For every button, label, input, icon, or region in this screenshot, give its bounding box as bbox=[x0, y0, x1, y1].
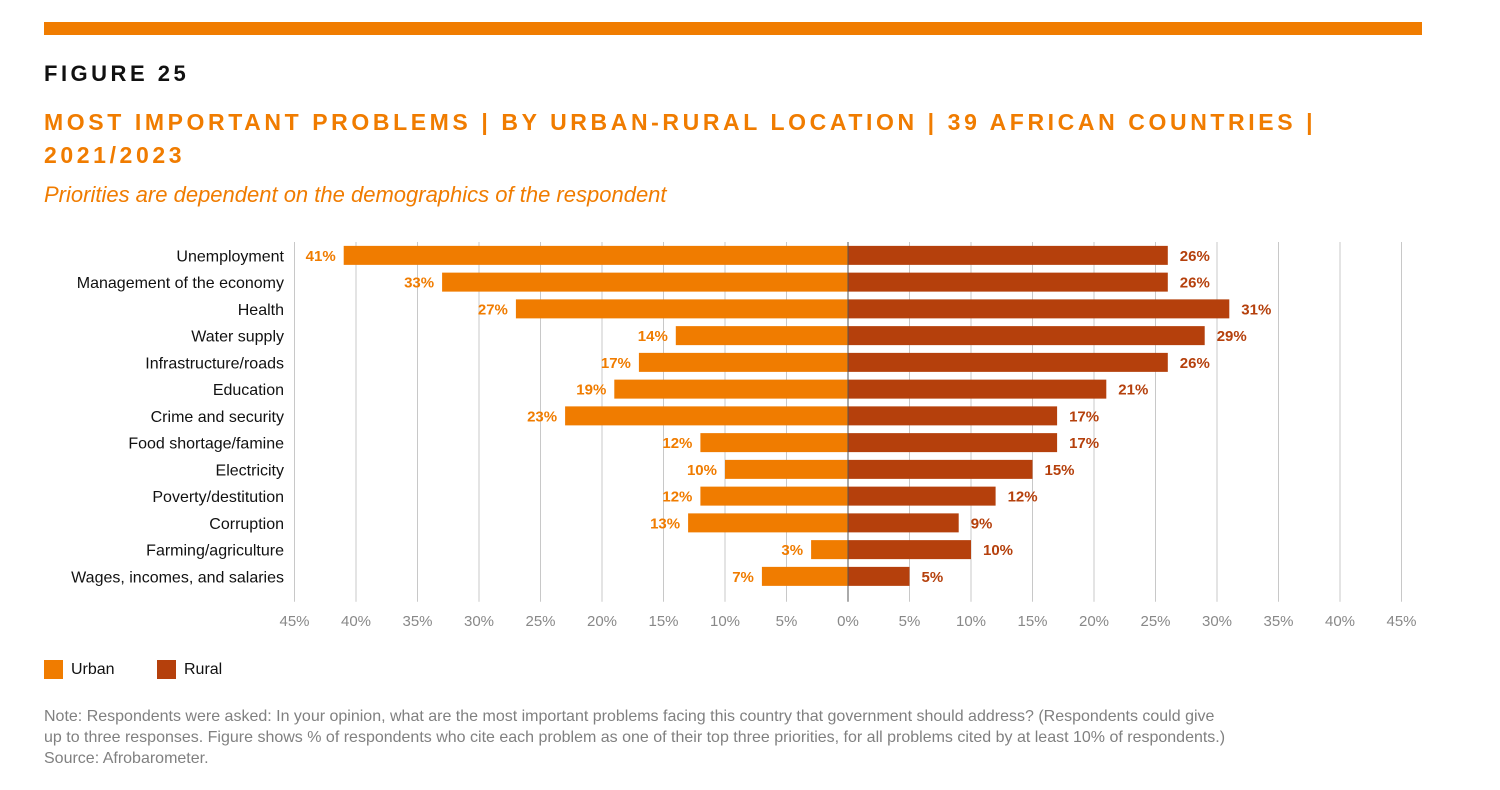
legend-item-urban: Urban bbox=[44, 660, 115, 679]
bar-urban bbox=[811, 540, 848, 560]
bar-urban bbox=[614, 379, 848, 399]
figure-label: FIGURE 25 bbox=[44, 61, 190, 86]
x-tick-label: 25% bbox=[1140, 613, 1170, 630]
bar-urban bbox=[675, 326, 848, 346]
data-label-urban: 41% bbox=[306, 248, 336, 265]
category-label: Management of the economy bbox=[77, 275, 284, 292]
chart-note: Note: Respondents were asked: In your op… bbox=[44, 706, 1444, 769]
x-tick-label: 15% bbox=[1017, 613, 1047, 630]
category-label: Infrastructure/roads bbox=[145, 355, 284, 372]
data-label-rural: 26% bbox=[1180, 275, 1210, 292]
legend-label-rural: Rural bbox=[184, 660, 223, 678]
data-label-rural: 10% bbox=[983, 542, 1013, 559]
x-tick-label: 5% bbox=[899, 613, 921, 630]
bar-rural bbox=[848, 379, 1107, 399]
category-label: Education bbox=[213, 382, 284, 399]
x-tick-label: 0% bbox=[837, 613, 859, 630]
x-tick-label: 10% bbox=[710, 613, 740, 630]
category-label: Poverty/destitution bbox=[152, 489, 284, 506]
bar-rural bbox=[848, 566, 910, 586]
note-line: up to three responses. Figure shows % of… bbox=[44, 729, 1226, 746]
x-tick-label: 10% bbox=[956, 613, 986, 630]
bar-urban bbox=[725, 459, 848, 479]
x-tick-label: 45% bbox=[279, 613, 309, 630]
x-tick-label: 45% bbox=[1386, 613, 1416, 630]
bar-rural bbox=[848, 459, 1033, 479]
data-label-urban: 27% bbox=[478, 301, 508, 318]
bar-urban bbox=[343, 245, 848, 265]
bar-rural bbox=[848, 406, 1058, 426]
x-tick-label: 35% bbox=[1263, 613, 1293, 630]
data-label-urban: 3% bbox=[781, 542, 803, 559]
category-label: Water supply bbox=[191, 329, 284, 346]
data-label-rural: 9% bbox=[971, 515, 993, 532]
data-label-rural: 29% bbox=[1217, 328, 1247, 345]
data-label-urban: 14% bbox=[638, 328, 668, 345]
bar-urban bbox=[700, 433, 848, 453]
data-label-urban: 33% bbox=[404, 275, 434, 292]
data-label-urban: 17% bbox=[601, 355, 631, 372]
top-accent-rule bbox=[44, 22, 1422, 35]
data-label-rural: 31% bbox=[1241, 301, 1271, 318]
data-label-urban: 12% bbox=[662, 489, 692, 506]
data-label-rural: 26% bbox=[1180, 355, 1210, 372]
x-tick-label: 40% bbox=[1325, 613, 1355, 630]
note-line: Note: Respondents were asked: In your op… bbox=[44, 708, 1215, 725]
category-label: Wages, incomes, and salaries bbox=[71, 569, 284, 586]
data-label-rural: 15% bbox=[1045, 462, 1075, 479]
data-label-rural: 17% bbox=[1069, 435, 1099, 452]
data-label-urban: 7% bbox=[732, 569, 754, 586]
category-label: Health bbox=[238, 302, 284, 319]
data-label-rural: 17% bbox=[1069, 408, 1099, 425]
x-tick-label: 35% bbox=[402, 613, 432, 630]
x-tick-label: 40% bbox=[341, 613, 371, 630]
chart-subtitle: Priorities are dependent on the demograp… bbox=[44, 182, 667, 207]
category-label: Electricity bbox=[216, 462, 284, 479]
data-label-urban: 10% bbox=[687, 462, 717, 479]
bar-rural bbox=[848, 540, 971, 560]
bar-urban bbox=[761, 566, 848, 586]
bar-urban bbox=[442, 272, 848, 292]
bar-rural bbox=[848, 299, 1230, 319]
bar-urban bbox=[565, 406, 848, 426]
x-tick-label: 20% bbox=[1079, 613, 1109, 630]
bar-rural bbox=[848, 326, 1205, 346]
bar-rural bbox=[848, 272, 1168, 292]
diverging-bar-chart: Unemployment 41% 26% Management of the econ… bbox=[71, 242, 1417, 630]
data-label-rural: 26% bbox=[1180, 248, 1210, 265]
data-label-rural: 12% bbox=[1008, 489, 1038, 506]
bar-urban bbox=[515, 299, 848, 319]
category-label: Food shortage/famine bbox=[128, 436, 284, 453]
legend-swatch-urban bbox=[44, 660, 63, 679]
bar-rural bbox=[848, 486, 996, 506]
category-label: Crime and security bbox=[151, 409, 284, 426]
source-line: Source: Afrobarometer. bbox=[44, 750, 209, 767]
data-label-urban: 23% bbox=[527, 408, 557, 425]
data-label-urban: 12% bbox=[662, 435, 692, 452]
x-tick-label: 25% bbox=[525, 613, 555, 630]
x-tick-label: 5% bbox=[776, 613, 798, 630]
category-label: Farming/agriculture bbox=[146, 543, 284, 560]
x-tick-label: 15% bbox=[648, 613, 678, 630]
x-tick-label: 20% bbox=[587, 613, 617, 630]
category-label: Unemployment bbox=[176, 248, 284, 265]
legend-item-rural: Rural bbox=[157, 660, 222, 679]
category-label: Corruption bbox=[209, 516, 284, 533]
bar-rural bbox=[848, 352, 1168, 372]
data-label-urban: 13% bbox=[650, 515, 680, 532]
bar-rural bbox=[848, 513, 959, 533]
bar-urban bbox=[688, 513, 848, 533]
x-tick-label: 30% bbox=[464, 613, 494, 630]
data-label-rural: 21% bbox=[1118, 382, 1148, 399]
bar-urban bbox=[700, 486, 848, 506]
legend-swatch-rural bbox=[157, 660, 176, 679]
bar-urban bbox=[638, 352, 848, 372]
x-tick-label: 30% bbox=[1202, 613, 1232, 630]
bar-rural bbox=[848, 433, 1058, 453]
bar-rural bbox=[848, 245, 1168, 265]
data-label-urban: 19% bbox=[576, 382, 606, 399]
legend-label-urban: Urban bbox=[71, 660, 115, 678]
chart-title: MOST IMPORTANT PROBLEMS | BY URBAN-RURAL… bbox=[44, 109, 1317, 168]
data-label-rural: 5% bbox=[922, 569, 944, 586]
